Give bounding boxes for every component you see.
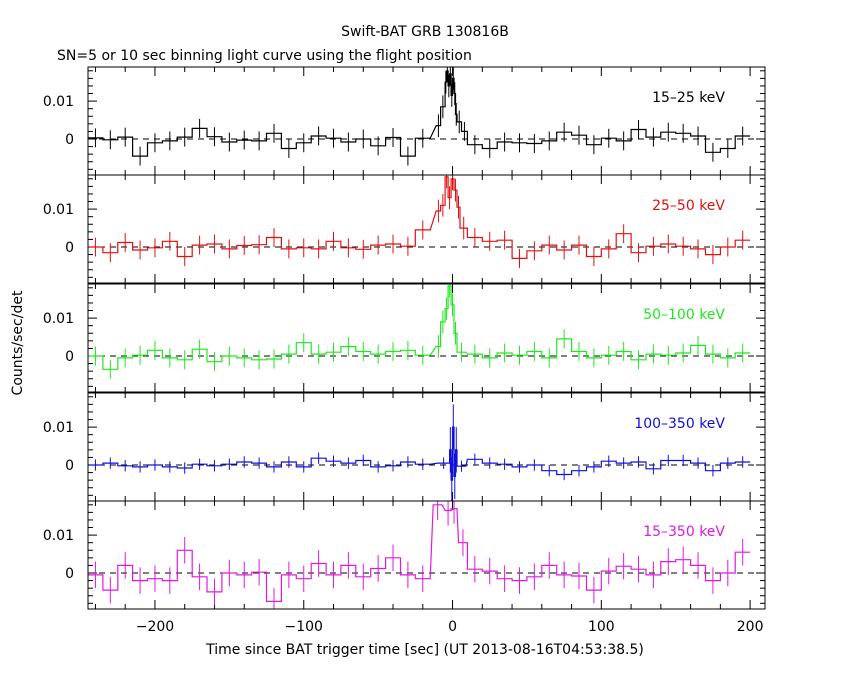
y-tick-label: 0 bbox=[65, 132, 74, 148]
chart-title: Swift-BAT GRB 130816B bbox=[341, 24, 509, 40]
axis-ticks bbox=[88, 393, 765, 501]
series-1 bbox=[88, 175, 751, 268]
series-3 bbox=[88, 404, 751, 501]
histogram-line bbox=[88, 70, 751, 157]
y-tick-label: 0 bbox=[65, 349, 74, 365]
histogram-line bbox=[88, 176, 751, 259]
band-label: 15–350 keV bbox=[643, 524, 725, 540]
y-tick-label: 0 bbox=[65, 566, 74, 582]
y-tick-label: 0.01 bbox=[43, 528, 74, 544]
y-axis-label: Counts/sec/det bbox=[10, 290, 26, 395]
axis-ticks bbox=[88, 175, 765, 283]
series-2 bbox=[88, 284, 751, 379]
x-axis-label: Time since BAT trigger time [sec] (UT 20… bbox=[205, 642, 644, 658]
series-4 bbox=[88, 501, 751, 609]
band-label: 100–350 keV bbox=[634, 416, 725, 432]
axis-ticks bbox=[88, 501, 765, 609]
axis-ticks bbox=[88, 67, 765, 175]
histogram-line bbox=[88, 504, 751, 602]
panel-frame bbox=[87, 500, 766, 610]
y-tick-label: 0.01 bbox=[43, 420, 74, 436]
panel-frame bbox=[87, 66, 766, 176]
y-tick-label: 0 bbox=[65, 458, 74, 474]
panel-1: 0 0.01 25–50 keV bbox=[43, 174, 766, 284]
panels-group: 0 0.01 15–25 keV 0 0.01 25–50 keV 0 0.01 50–100 … bbox=[43, 66, 766, 635]
panel-frame bbox=[87, 283, 766, 393]
histogram-line bbox=[88, 285, 751, 370]
y-tick-label: 0 bbox=[65, 240, 74, 256]
chart-subtitle: SN=5 or 10 sec binning light curve using… bbox=[57, 48, 472, 64]
panel-0: 0 0.01 15–25 keV bbox=[43, 66, 766, 176]
band-label: 25–50 keV bbox=[652, 198, 725, 214]
panel-2: 0 0.01 50–100 keV bbox=[43, 283, 766, 393]
panel-3: 0 0.01 100–350 keV bbox=[43, 392, 766, 502]
y-tick-label: 0.01 bbox=[43, 94, 74, 110]
y-tick-label: 0.01 bbox=[43, 311, 74, 327]
axis-ticks bbox=[88, 284, 765, 392]
series-0 bbox=[88, 67, 751, 166]
y-tick-label: 0.01 bbox=[43, 202, 74, 218]
x-tick-label: 100 bbox=[588, 619, 615, 635]
band-label: 50–100 keV bbox=[643, 307, 725, 323]
panel-frame bbox=[87, 174, 766, 284]
band-label: 15–25 keV bbox=[652, 90, 725, 106]
x-tick-label: −200 bbox=[136, 619, 174, 635]
panel-frame bbox=[87, 392, 766, 502]
x-tick-label: −100 bbox=[285, 619, 323, 635]
panel-4: 0 0.01 15–350 keV bbox=[43, 500, 766, 610]
x-tick-label: 0 bbox=[448, 619, 457, 635]
x-tick-label: 200 bbox=[737, 619, 764, 635]
histogram-line bbox=[88, 426, 751, 481]
